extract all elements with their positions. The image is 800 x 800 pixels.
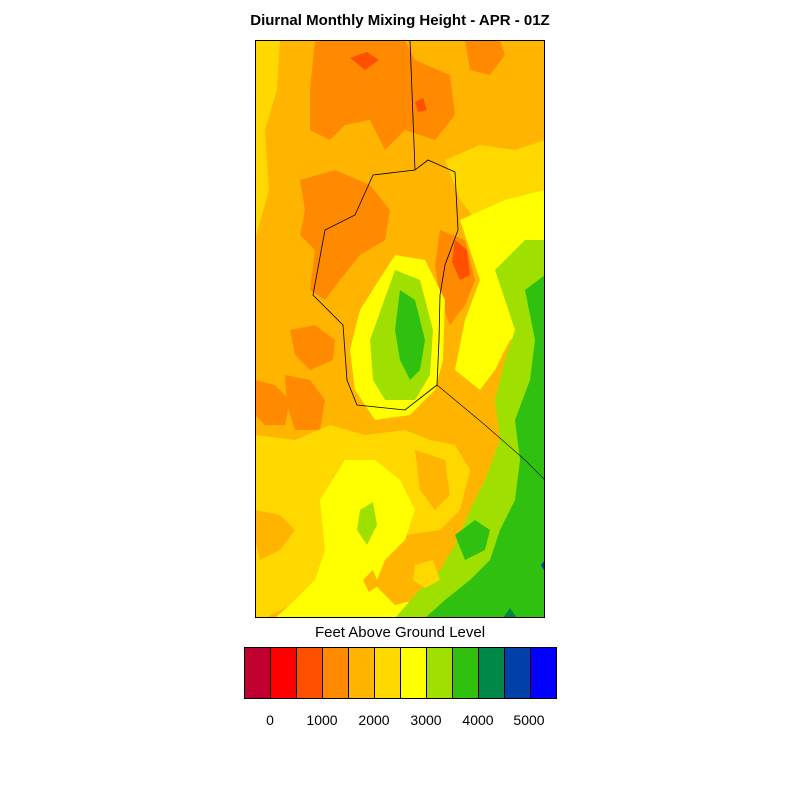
contour-band-orange-lower2 — [255, 510, 295, 560]
legend-swatch — [245, 648, 271, 698]
legend-swatch — [349, 648, 375, 698]
legend-swatch — [479, 648, 505, 698]
county-boundary-line — [436, 384, 545, 481]
contour-band-gold-left — [255, 40, 280, 240]
contour-band-orange-left2 — [255, 380, 290, 425]
contour-band-orange-left3 — [285, 375, 325, 430]
contour-band-gold-lower2 — [413, 560, 440, 588]
contour-band-orangered-top1 — [350, 52, 379, 70]
contour-band-orange-top — [310, 40, 455, 150]
map-border — [255, 40, 545, 618]
contour-band-yellowgreen-lower — [357, 502, 377, 545]
legend-tick-label: 4000 — [462, 712, 494, 728]
contour-band-green-center — [395, 290, 425, 380]
contour-band-orangered-top2 — [415, 98, 427, 112]
legend-swatch — [271, 648, 297, 698]
legend-tick-label: 2000 — [358, 712, 390, 728]
legend-tick-label: 3000 — [410, 712, 442, 728]
legend-tick-label: 0 — [266, 712, 274, 728]
legend-swatch — [453, 648, 479, 698]
legend-swatch — [401, 648, 427, 698]
contour-band-orange-center — [300, 170, 390, 300]
legend-swatch — [505, 648, 531, 698]
legend-swatch — [427, 648, 453, 698]
contour-band-darkgreen — [503, 608, 517, 618]
contour-band-orange-topright — [465, 40, 505, 75]
contour-band-orangered-center — [452, 240, 470, 280]
contour-band-yellow-right — [455, 190, 545, 390]
legend-swatch — [531, 648, 556, 698]
legend-title: Feet Above Ground Level — [314, 624, 486, 641]
contour-band-yellow-lower — [275, 460, 425, 618]
legend-swatch — [297, 648, 323, 698]
contour-band-orange-left1 — [290, 325, 335, 370]
legend-tick-label: 5000 — [513, 712, 545, 728]
legend-tick-label: 1000 — [306, 712, 338, 728]
contour-band-orange-lower1 — [415, 450, 450, 510]
mixing-height-map — [255, 40, 545, 618]
contour-band-green-lower — [455, 520, 490, 560]
legend-swatch — [375, 648, 401, 698]
contour-band-orange-lower3 — [363, 570, 379, 592]
color-scale-bar — [244, 647, 557, 699]
state-boundary-line — [312, 40, 459, 411]
legend-swatch — [323, 648, 349, 698]
contour-band-green-right — [425, 275, 545, 618]
map-title: Diurnal Monthly Mixing Height - APR - 01… — [250, 12, 550, 29]
